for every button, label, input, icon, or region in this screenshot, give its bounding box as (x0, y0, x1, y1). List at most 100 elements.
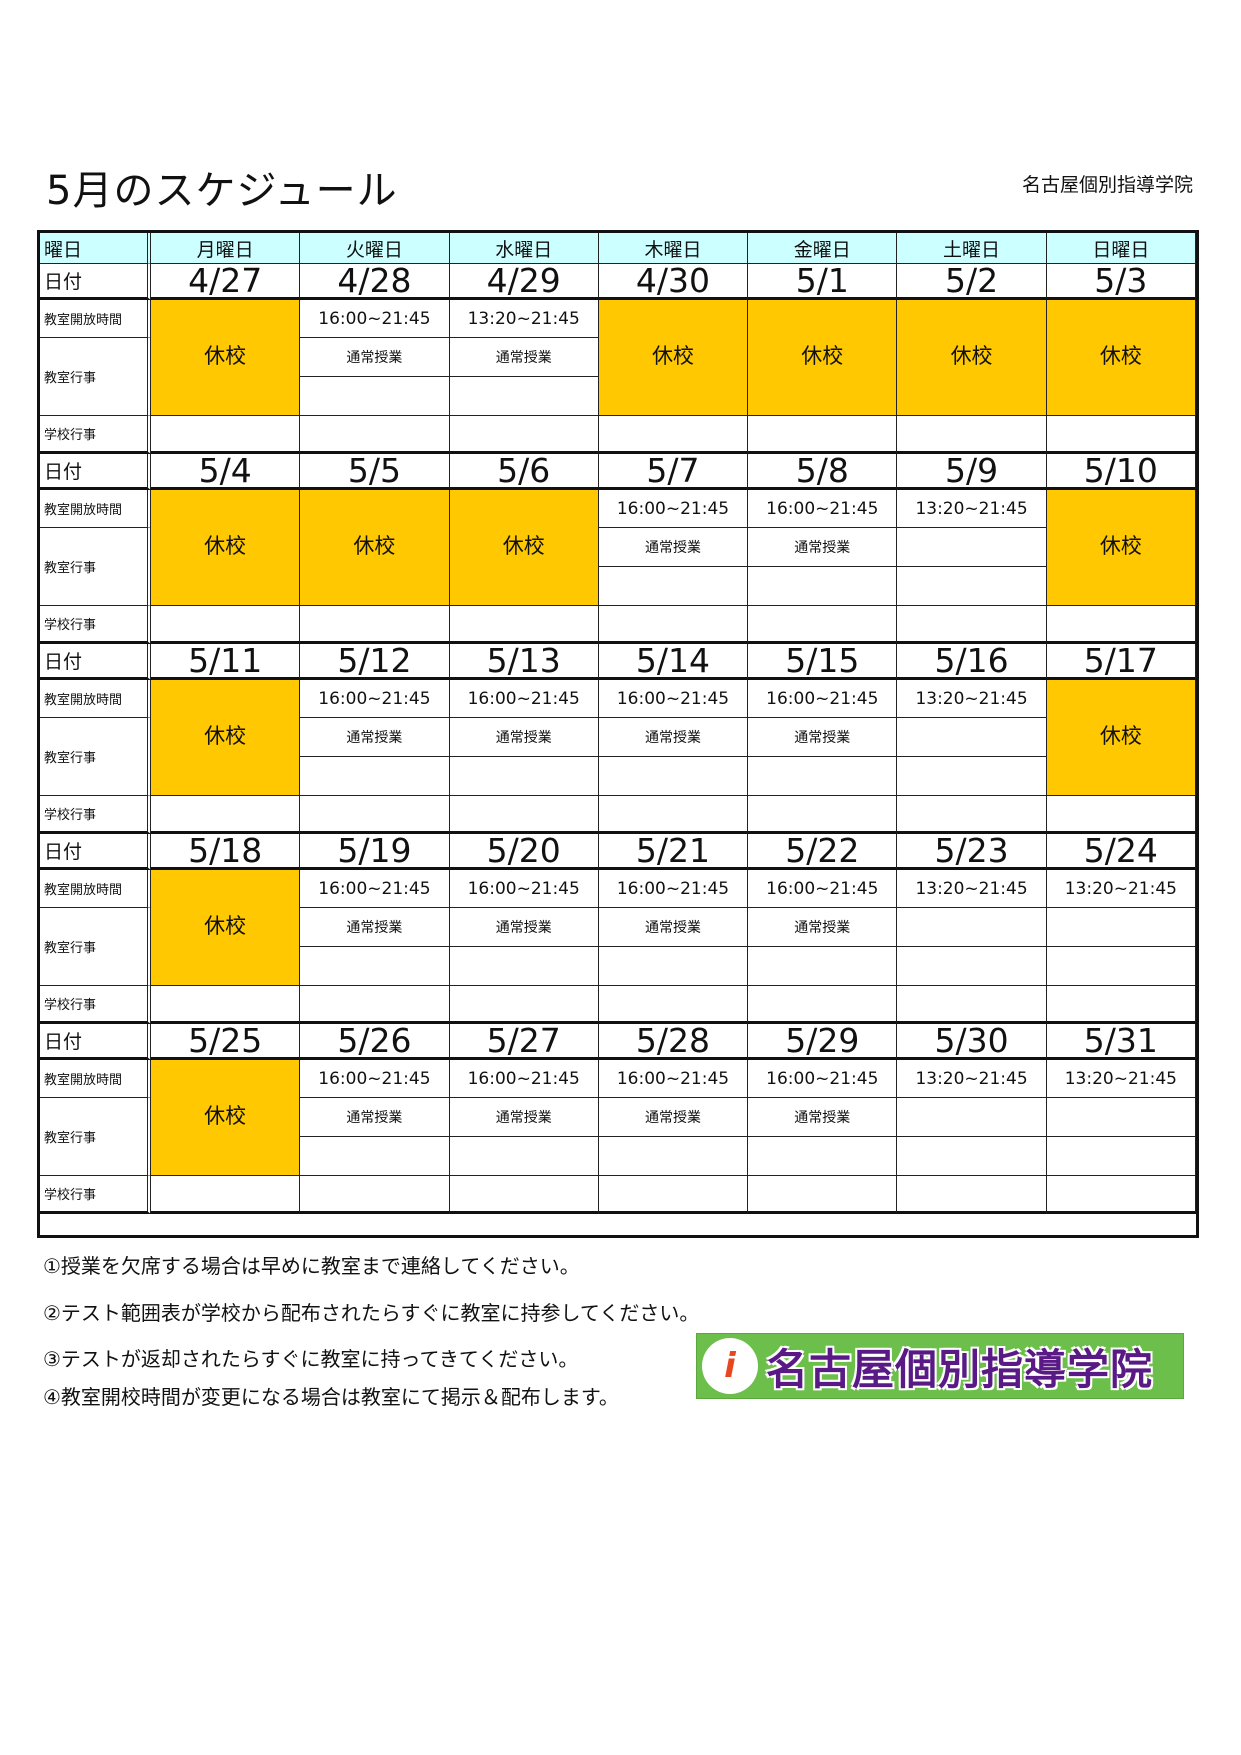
class-event-cell: 通常授業 (598, 1098, 749, 1137)
closed-cell: 休校 (598, 300, 749, 416)
class-event-cell: 通常授業 (449, 338, 599, 377)
date-cell: 5/1 (748, 264, 898, 300)
date-cell: 5/29 (748, 1024, 898, 1060)
note-4: ④教室開校時間が変更になる場合は教室にて掲示＆配布します。 (43, 1385, 619, 1409)
weekday-header: 金曜日 (748, 233, 898, 264)
date-cell: 4/29 (449, 264, 599, 300)
date-cell: 5/5 (300, 454, 450, 490)
school-event-cell (598, 1176, 749, 1214)
row-label-date: 日付 (40, 834, 151, 870)
date-cell: 5/2 (897, 264, 1047, 300)
closed-cell: 休校 (151, 870, 301, 986)
note-3: ③テストが返却されたらすぐに教室に持ってきてください。 (43, 1347, 579, 1371)
row-label-open-hours: 教室開放時間 (40, 490, 151, 528)
date-cell: 5/12 (300, 644, 450, 680)
date-cell: 5/11 (151, 644, 301, 680)
closed-cell: 休校 (151, 680, 301, 796)
weekday-header: 日曜日 (1046, 233, 1196, 264)
class-event-cell: 通常授業 (300, 1098, 450, 1137)
school-event-cell (300, 796, 450, 834)
class-event-cell (897, 718, 1047, 757)
date-cell: 4/28 (300, 264, 450, 300)
open-hours-cell: 16:00~21:45 (449, 1060, 599, 1098)
logo-text: 名古屋個別指導学院 (766, 1344, 1154, 1394)
row-label-date: 日付 (40, 1024, 151, 1060)
class-event-extra-cell (449, 377, 599, 416)
school-event-cell (449, 606, 599, 644)
open-hours-cell: 16:00~21:45 (300, 870, 450, 908)
row-label-open-hours: 教室開放時間 (40, 680, 151, 718)
date-cell: 5/4 (151, 454, 301, 490)
open-hours-cell: 16:00~21:45 (300, 300, 450, 338)
weekday-header: 木曜日 (598, 233, 749, 264)
school-event-cell (449, 796, 599, 834)
class-event-cell (1046, 908, 1196, 947)
class-event-extra-cell (598, 1137, 749, 1176)
open-hours-cell: 16:00~21:45 (449, 680, 599, 718)
date-cell: 5/16 (897, 644, 1047, 680)
class-event-cell: 通常授業 (449, 718, 599, 757)
date-cell: 5/22 (748, 834, 898, 870)
row-label-open-hours: 教室開放時間 (40, 1060, 151, 1098)
open-hours-cell: 16:00~21:45 (748, 1060, 898, 1098)
school-event-cell (897, 606, 1047, 644)
weekday-header: 水曜日 (449, 233, 599, 264)
open-hours-cell: 16:00~21:45 (449, 870, 599, 908)
closed-cell: 休校 (151, 1060, 301, 1176)
class-event-cell: 通常授業 (598, 908, 749, 947)
class-event-extra-cell (449, 757, 599, 796)
class-event-extra-cell (748, 757, 898, 796)
class-event-cell: 通常授業 (449, 908, 599, 947)
row-label-date: 日付 (40, 644, 151, 680)
class-event-extra-cell (1046, 1137, 1196, 1176)
school-event-cell (1046, 416, 1196, 454)
date-cell: 5/27 (449, 1024, 599, 1060)
row-label-class-event: 教室行事 (40, 908, 151, 986)
class-event-extra-cell (300, 377, 450, 416)
class-event-extra-cell (598, 757, 749, 796)
open-hours-cell: 13:20~21:45 (449, 300, 599, 338)
school-event-cell (598, 796, 749, 834)
school-event-cell (300, 986, 450, 1024)
row-label-open-hours: 教室開放時間 (40, 870, 151, 908)
school-event-cell (598, 606, 749, 644)
date-cell: 5/7 (598, 454, 749, 490)
class-event-extra-cell (748, 1137, 898, 1176)
class-event-cell: 通常授業 (748, 528, 898, 567)
class-event-cell: 通常授業 (300, 908, 450, 947)
school-event-cell (151, 796, 301, 834)
organization-name: 名古屋個別指導学院 (1021, 174, 1193, 196)
school-event-cell (1046, 1176, 1196, 1214)
open-hours-cell: 16:00~21:45 (598, 680, 749, 718)
date-cell: 5/28 (598, 1024, 749, 1060)
closed-cell: 休校 (300, 490, 450, 606)
class-event-cell (897, 908, 1047, 947)
open-hours-cell: 16:00~21:45 (300, 680, 450, 718)
row-label-class-event: 教室行事 (40, 338, 151, 416)
class-event-extra-cell (449, 1137, 599, 1176)
school-event-cell (598, 416, 749, 454)
school-event-cell (300, 606, 450, 644)
school-event-cell (897, 1176, 1047, 1214)
open-hours-cell: 16:00~21:45 (748, 680, 898, 718)
date-cell: 5/17 (1046, 644, 1196, 680)
class-event-cell: 通常授業 (449, 1098, 599, 1137)
class-event-extra-cell (897, 567, 1047, 606)
class-event-extra-cell (598, 567, 749, 606)
class-event-cell: 通常授業 (748, 1098, 898, 1137)
date-cell: 5/26 (300, 1024, 450, 1060)
class-event-cell (1046, 1098, 1196, 1137)
class-event-cell: 通常授業 (300, 718, 450, 757)
closed-cell: 休校 (1046, 490, 1196, 606)
row-label-school-event: 学校行事 (40, 606, 151, 644)
class-event-cell: 通常授業 (748, 718, 898, 757)
school-event-cell (1046, 986, 1196, 1024)
open-hours-cell: 13:20~21:45 (897, 680, 1047, 718)
class-event-cell: 通常授業 (598, 718, 749, 757)
date-cell: 5/25 (151, 1024, 301, 1060)
date-cell: 5/9 (897, 454, 1047, 490)
date-cell: 5/13 (449, 644, 599, 680)
closed-cell: 休校 (1046, 300, 1196, 416)
date-cell: 5/10 (1046, 454, 1196, 490)
date-cell: 5/30 (897, 1024, 1047, 1060)
